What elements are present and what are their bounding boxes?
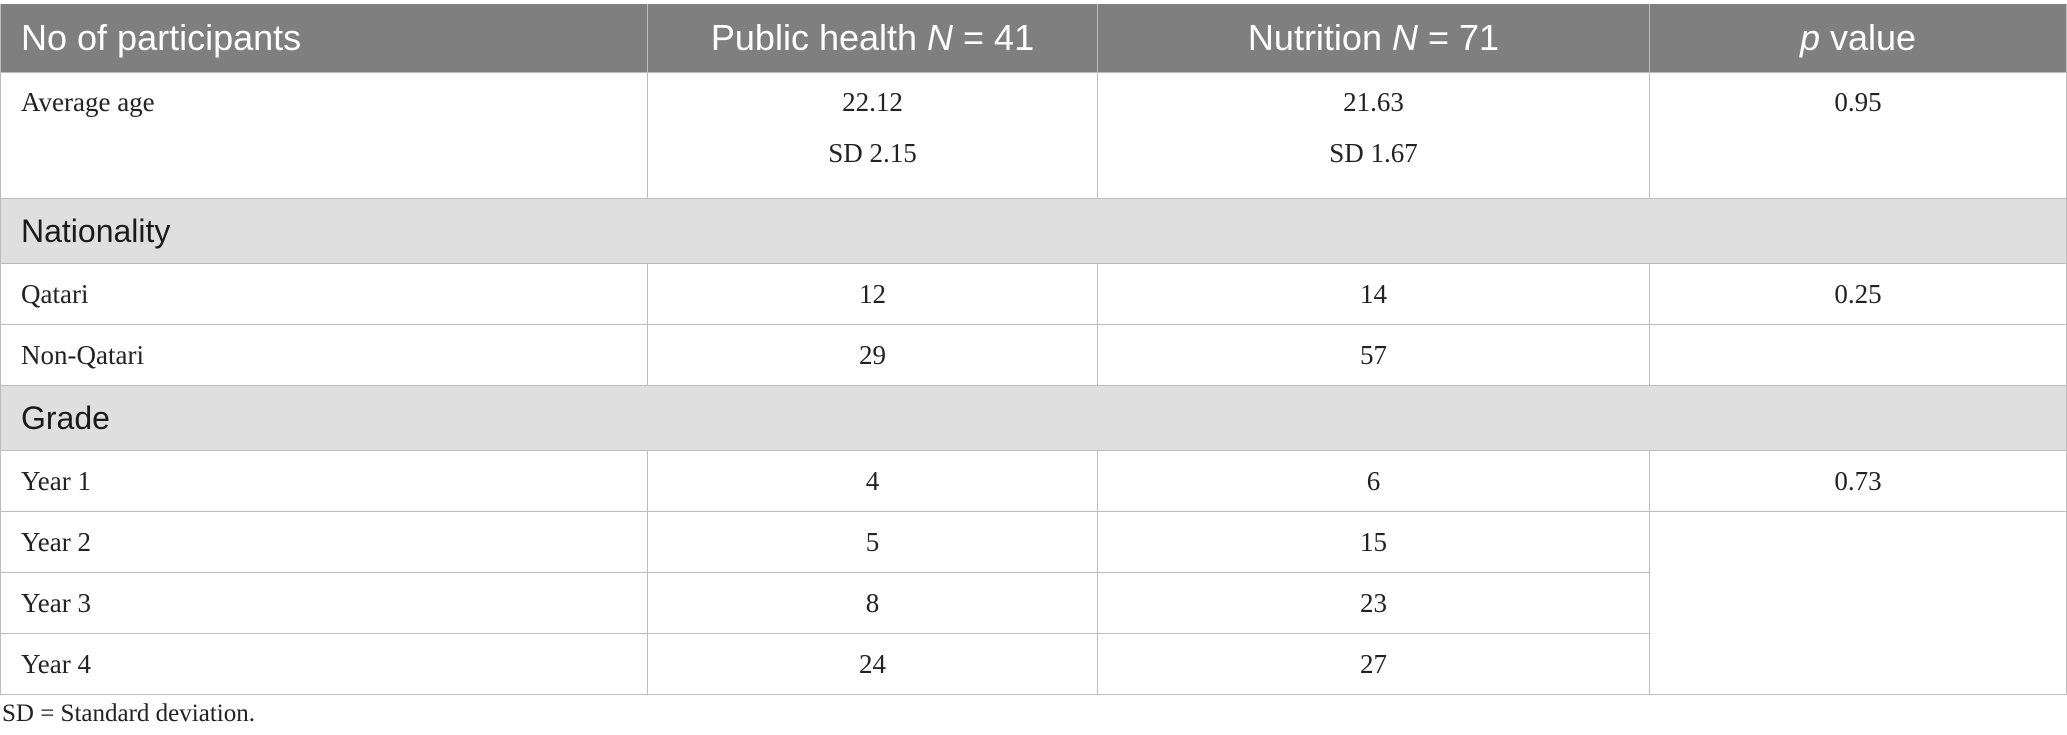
row-label: Qatari: [0, 263, 648, 325]
header-public-health-label: Public health: [710, 17, 928, 58]
nutrition-cell: 21.63 SD 1.67: [1097, 72, 1650, 199]
nutrition-cell: 57: [1097, 324, 1650, 386]
p-value-cell: 0.95: [1649, 72, 2067, 199]
public-health-cell: 8: [647, 572, 1098, 634]
public-health-sd: SD 2.15: [828, 138, 917, 168]
header-nutrition-n: N: [1391, 17, 1418, 58]
table-row-qatari: Qatari 12 14 0.25: [0, 263, 2067, 325]
public-health-cell: 22.12 SD 2.15: [647, 72, 1098, 199]
row-label: Average age: [0, 72, 648, 199]
public-health-mean: 22.12: [842, 87, 903, 117]
table-row-year-1: Year 1 4 6 0.73: [0, 450, 2067, 512]
row-label: Year 3: [0, 572, 648, 634]
table-row-non-qatari: Non-Qatari 29 57: [0, 324, 2067, 386]
public-health-cell: 5: [647, 511, 1098, 573]
nutrition-mean: 21.63: [1343, 87, 1404, 117]
header-public-health: Public health N = 41: [647, 4, 1098, 73]
row-label: Year 4: [0, 633, 648, 695]
header-nutrition: Nutrition N = 71: [1097, 4, 1650, 73]
participants-table: No of participants Public health N = 41 …: [0, 4, 2067, 695]
header-row: No of participants Public health N = 41 …: [0, 4, 2067, 73]
table-row-average-age: Average age 22.12 SD 2.15 21.63 SD 1.67 0.…: [0, 72, 2067, 199]
public-health-cell: 4: [647, 450, 1098, 512]
p-value-cell-empty: [1649, 324, 2067, 386]
nutrition-cell: 6: [1097, 450, 1650, 512]
section-title: Grade: [0, 385, 2067, 451]
row-label: Non-Qatari: [0, 324, 648, 386]
p-value-cell: 0.25: [1649, 263, 2067, 325]
header-p-symbol: p: [1799, 17, 1820, 58]
header-nutrition-label: Nutrition: [1247, 17, 1392, 58]
table-row-year-3: Year 3 8 23: [0, 572, 2067, 634]
p-value-cell: 0.73: [1649, 450, 2067, 512]
table-row-year-4: Year 4 24 27: [0, 633, 2067, 695]
header-public-health-n: N: [927, 17, 954, 58]
header-public-health-count: = 41: [953, 17, 1035, 58]
public-health-cell: 24: [647, 633, 1098, 695]
row-label: Year 1: [0, 450, 648, 512]
header-p-label: value: [1819, 17, 1917, 58]
header-nutrition-count: = 71: [1417, 17, 1500, 58]
table-row-year-2: Year 2 5 15: [0, 511, 2067, 695]
nutrition-cell: 14: [1097, 263, 1650, 325]
p-value-cell-empty: [1649, 511, 2067, 695]
public-health-cell: 29: [647, 324, 1098, 386]
nutrition-cell: 27: [1097, 633, 1650, 695]
section-title: Nationality: [0, 198, 2067, 264]
row-label: Year 2: [0, 511, 648, 573]
header-p-value: p value: [1649, 4, 2067, 73]
header-participants: No of participants: [0, 4, 648, 73]
table-container: No of participants Public health N = 41 …: [0, 4, 2067, 695]
nutrition-cell: 23: [1097, 572, 1650, 634]
nutrition-sd: SD 1.67: [1329, 138, 1418, 168]
public-health-cell: 12: [647, 263, 1098, 325]
section-row-grade: Grade: [0, 385, 2067, 451]
section-row-nationality: Nationality: [0, 198, 2067, 264]
table-footnote: SD = Standard deviation.: [2, 700, 255, 727]
nutrition-cell: 15: [1097, 511, 1650, 573]
